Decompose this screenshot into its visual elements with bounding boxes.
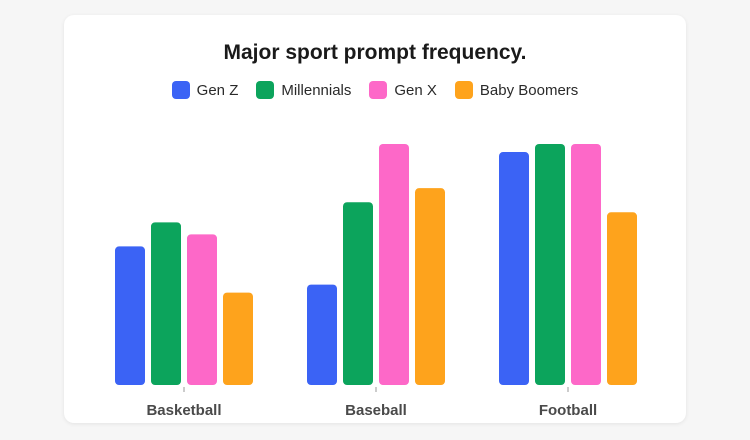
legend-label-millennials: Millennials xyxy=(281,81,352,99)
bar-basketball-millennials xyxy=(151,222,181,385)
bar-baseball-gen-x xyxy=(379,144,409,385)
x-tick-label-football: Football xyxy=(539,402,597,419)
bar-football-gen-z xyxy=(499,152,529,385)
legend-item-millennials: Millennials xyxy=(256,81,351,99)
legend-label-baby-boomers: Baby Boomers xyxy=(479,81,579,99)
bar-baseball-gen-z xyxy=(307,284,337,385)
bar-basketball-gen-z xyxy=(115,246,145,385)
bar-football-millennials xyxy=(535,144,565,385)
x-tick-label-basketball: Basketball xyxy=(146,402,221,419)
bar-basketball-baby-boomers xyxy=(223,292,253,385)
bar-baseball-millennials xyxy=(343,202,373,385)
legend-item-gen-z: Gen Z xyxy=(171,81,239,99)
legend-swatch-baby-boomers xyxy=(454,81,473,99)
chart-card: Major sport prompt frequency. Gen Z Mill… xyxy=(64,15,686,423)
legend-swatch-millennials xyxy=(256,81,275,99)
bar-chart-plot: Basketball Baseball Football xyxy=(115,144,637,419)
bar-group-baseball xyxy=(307,144,445,385)
legend-swatch-gen-x xyxy=(369,81,388,99)
bar-football-gen-x xyxy=(571,144,601,385)
chart-title: Major sport prompt frequency. xyxy=(223,41,527,64)
legend-item-gen-x: Gen X xyxy=(369,81,437,99)
bar-group-football xyxy=(499,144,637,385)
bar-group-basketball xyxy=(115,222,253,385)
bar-basketball-gen-x xyxy=(187,234,217,385)
bar-football-baby-boomers xyxy=(607,212,637,385)
bar-baseball-baby-boomers xyxy=(415,188,445,385)
legend-label-gen-x: Gen X xyxy=(394,81,437,99)
chart-legend: Gen Z Millennials Gen X Baby Boomers xyxy=(64,81,686,99)
legend-label-gen-z: Gen Z xyxy=(196,81,239,99)
x-tick-label-baseball: Baseball xyxy=(345,402,407,419)
legend-swatch-gen-z xyxy=(171,81,190,99)
legend-item-baby-boomers: Baby Boomers xyxy=(454,81,579,99)
